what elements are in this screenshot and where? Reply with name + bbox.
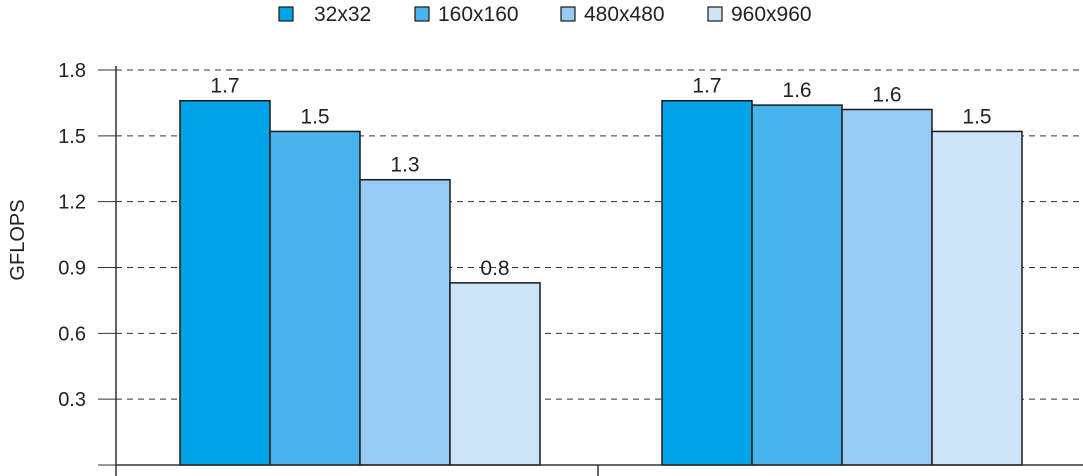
y-axis-label: GFLOPS — [7, 199, 29, 280]
bar — [449, 282, 541, 466]
data-label: 1.5 — [962, 105, 991, 128]
data-label: 1.7 — [210, 75, 239, 98]
legend-swatch — [278, 6, 294, 22]
y-tick-label: 0.9 — [58, 258, 86, 280]
legend-label: 32x32 — [314, 3, 371, 26]
legend-swatch — [707, 6, 723, 22]
data-label: 1.5 — [300, 105, 329, 128]
legend: 32x32 160x160 480x480 960x960 — [278, 3, 812, 26]
bar — [269, 130, 361, 466]
bar — [841, 108, 933, 466]
bar — [751, 104, 843, 466]
y-tick-label: 0.3 — [58, 389, 86, 411]
data-label: 1.6 — [872, 84, 901, 107]
data-label: 1.7 — [692, 75, 721, 98]
legend-label: 480x480 — [584, 3, 665, 26]
data-label: 1.3 — [390, 154, 419, 177]
legend-swatch — [414, 6, 430, 22]
y-tick-label: 1.5 — [58, 126, 86, 148]
bar — [931, 130, 1023, 466]
legend-label: 960x960 — [731, 3, 812, 26]
data-label: 0.8 — [480, 257, 509, 280]
data-label: 1.6 — [782, 79, 811, 102]
bar — [179, 99, 271, 466]
bars: 1.7 1.7 1.5 1.6 1.3 1.6 0.8 1.5 — [179, 75, 1023, 466]
legend-label: 160x160 — [438, 3, 519, 26]
y-tick-label: 0.6 — [58, 323, 86, 345]
bar — [661, 99, 753, 466]
bar — [359, 178, 451, 466]
y-tick-label: 1.2 — [58, 192, 86, 214]
y-axis: 0.3 0.6 0.9 1.2 1.5 1.8 — [58, 60, 117, 476]
x-axis — [116, 464, 1083, 476]
legend-swatch — [560, 6, 576, 22]
y-tick-label: 1.8 — [58, 60, 86, 82]
